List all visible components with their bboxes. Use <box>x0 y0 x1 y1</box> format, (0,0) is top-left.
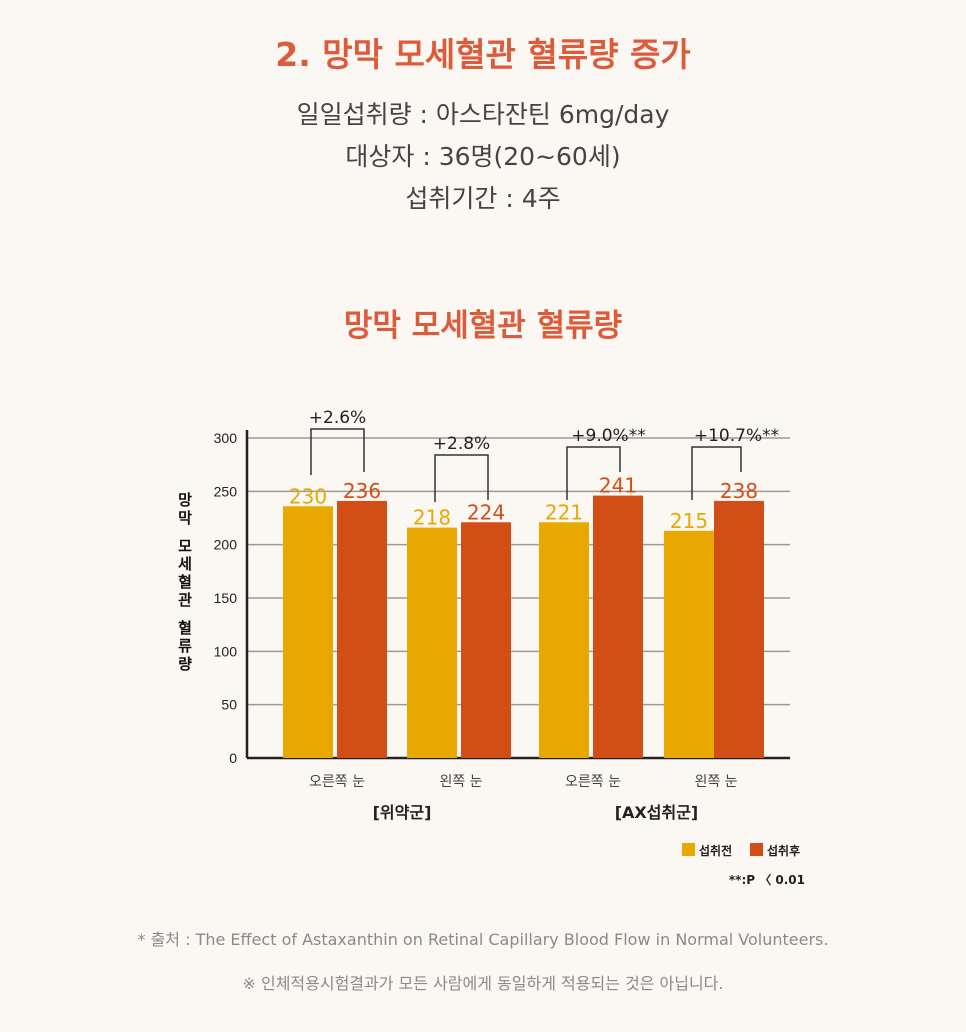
y-tick-label: 200 <box>214 537 238 553</box>
significance-note: **:P 〈 0.01 <box>729 872 805 887</box>
significance-bracket <box>434 454 489 502</box>
y-axis-label-char: 량 <box>178 655 192 673</box>
bar-before <box>539 522 589 758</box>
data-label-after: 238 <box>720 479 758 503</box>
bar-after <box>593 495 643 758</box>
y-tick-label: 0 <box>229 750 237 766</box>
change-annotation: +9.0%** <box>571 426 645 446</box>
legend-label-after: 섭취후 <box>767 843 800 858</box>
data-label-after: 241 <box>599 474 637 498</box>
x-category-label: 왼쪽 눈 <box>694 774 737 790</box>
legend-swatch-before <box>682 843 695 856</box>
x-category-label: 오른쪽 눈 <box>309 774 365 790</box>
data-label-after: 236 <box>343 479 381 503</box>
y-tick-label: 250 <box>214 483 238 499</box>
intake-info: 일일섭취량 : 아스타잔틴 6mg/day <box>296 100 670 129</box>
bar-after <box>337 500 387 758</box>
bar-before <box>664 530 714 758</box>
change-annotation: +2.8% <box>433 434 490 454</box>
section-title: 2. 망막 모세혈관 혈류량 증가 <box>275 35 691 74</box>
y-axis-label-char: 혈 <box>178 619 192 637</box>
group-label: [위약군] <box>373 803 432 822</box>
y-tick-label: 150 <box>214 590 238 606</box>
y-axis-label-char: 망 <box>178 491 192 509</box>
data-label-before: 230 <box>289 484 327 508</box>
x-category-label: 왼쪽 눈 <box>439 774 482 790</box>
legend-swatch-after <box>750 843 763 856</box>
bar-before <box>407 527 457 758</box>
x-category-label: 오른쪽 눈 <box>565 774 621 790</box>
y-axis-label-char: 혈 <box>178 573 192 591</box>
data-label-before: 218 <box>413 506 451 530</box>
y-tick-label: 300 <box>214 430 238 446</box>
subjects-info: 대상자 : 36명(20~60세) <box>345 142 621 171</box>
group-label: [AX섭취군] <box>615 803 699 822</box>
bar-after <box>714 500 764 758</box>
source-footnote: * 출처 : The Effect of Astaxanthin on Reti… <box>137 930 829 949</box>
significance-bracket <box>566 446 621 500</box>
y-axis-label-char: 관 <box>178 591 192 609</box>
y-tick-label: 50 <box>221 697 237 713</box>
data-label-before: 221 <box>545 500 583 524</box>
period-info: 섭취기간 : 4주 <box>405 184 561 213</box>
y-axis-label-char: 막 <box>178 509 192 527</box>
chart-title: 망막 모세혈관 혈류량 <box>343 308 623 344</box>
y-axis-label-char: 모 <box>178 537 192 555</box>
disclaimer-footnote: ※ 인체적용시험결과가 모든 사람에게 동일하게 적용되는 것은 아닙니다. <box>242 974 724 993</box>
y-axis-label-char: 류 <box>178 637 192 655</box>
bar-before <box>283 506 333 758</box>
significance-bracket <box>691 446 742 500</box>
legend-label-before: 섭취전 <box>699 843 732 858</box>
change-annotation: +2.6% <box>309 408 366 428</box>
data-label-after: 224 <box>467 500 505 524</box>
bar-after <box>461 522 511 758</box>
y-tick-label: 100 <box>214 643 238 659</box>
change-annotation: +10.7%** <box>694 426 779 446</box>
y-axis-label-char: 세 <box>178 555 192 573</box>
data-label-before: 215 <box>670 509 708 533</box>
significance-bracket <box>310 428 365 475</box>
